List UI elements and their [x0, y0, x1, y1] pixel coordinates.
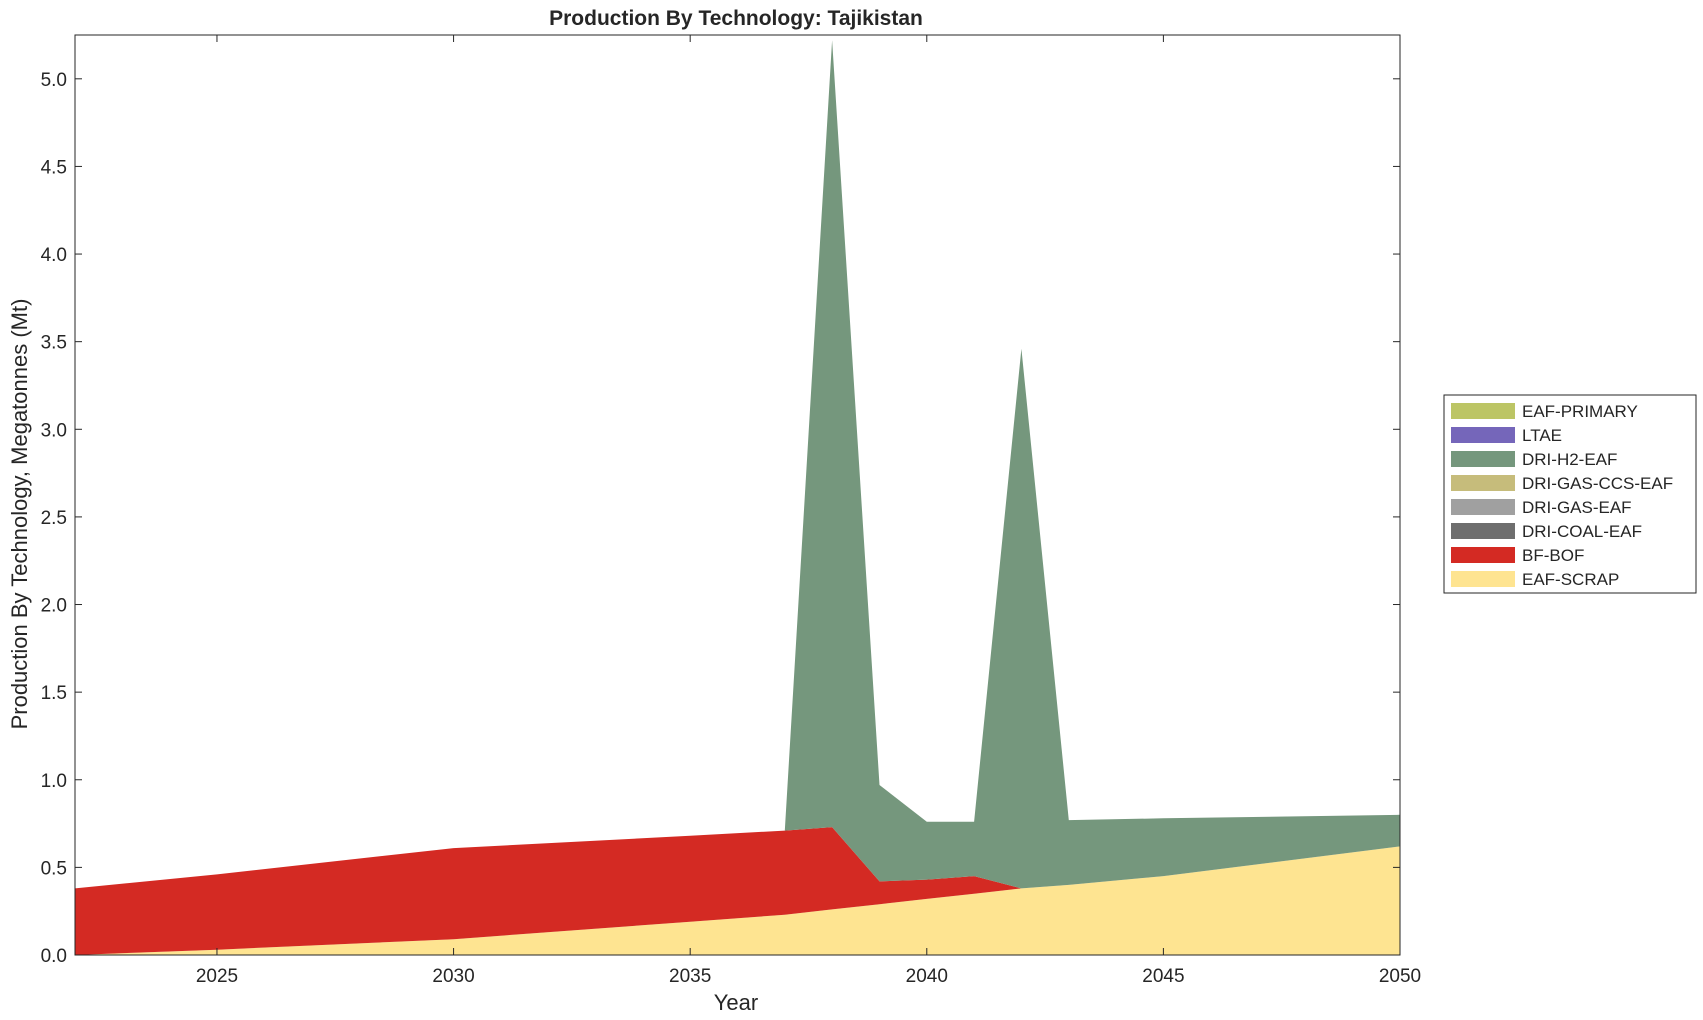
y-tick-label: 4.5	[41, 157, 67, 178]
y-tick-label: 2.0	[41, 596, 67, 617]
legend-swatch-eaf-scrap	[1451, 571, 1515, 587]
legend-swatch-eaf-primary	[1451, 403, 1515, 419]
y-tick-label: 5.0	[41, 70, 67, 91]
legend-items: EAF-PRIMARY LTAE DRI-H2-EAF DRI-GAS-CCS-EAF…	[1451, 402, 1673, 589]
legend-label-ltae: LTAE	[1522, 426, 1562, 445]
x-tick-label: 2045	[1142, 966, 1184, 987]
legend-swatch-dri-h2-eaf	[1451, 451, 1515, 467]
legend-label-dri-gas-eaf: DRI-GAS-EAF	[1522, 498, 1632, 517]
area-bf-bof	[75, 827, 1400, 955]
y-tick-label: 0.5	[41, 858, 67, 879]
y-axis-title: Production By Technology, Megatonnes (Mt…	[7, 299, 32, 730]
y-tick-label: 4.0	[41, 245, 67, 266]
ticks-layer: 2025 2030 2035 2040 2045 2050 0.0 0.5 1.0 1.5 2.0 2…	[41, 35, 1421, 987]
plot-frame	[74, 34, 1401, 956]
area-eaf-primary	[75, 40, 1400, 889]
legend-label-dri-gas-ccs-eaf: DRI-GAS-CCS-EAF	[1522, 474, 1673, 493]
y-tick-label: 3.0	[41, 420, 67, 441]
x-tick-label: 2050	[1379, 966, 1421, 987]
legend-label-dri-h2-eaf: DRI-H2-EAF	[1522, 450, 1617, 469]
chart-title: Production By Technology: Tajikistan	[549, 7, 923, 30]
legend-swatch-bf-bof	[1451, 547, 1515, 563]
y-tick-label: 1.5	[41, 683, 67, 704]
area-dri-h2-eaf	[75, 40, 1400, 889]
y-tick-label: 1.0	[41, 771, 67, 792]
legend-swatch-dri-gas-eaf	[1451, 499, 1515, 515]
legend-label-eaf-primary: EAF-PRIMARY	[1522, 402, 1638, 421]
legend-swatch-dri-coal-eaf	[1451, 523, 1515, 539]
legend-label-eaf-scrap: EAF-SCRAP	[1522, 570, 1619, 589]
legend-label-dri-coal-eaf: DRI-COAL-EAF	[1522, 522, 1642, 541]
area-ltae	[75, 40, 1400, 889]
legend-swatch-dri-gas-ccs-eaf	[1451, 475, 1515, 491]
areas-layer	[75, 40, 1400, 955]
x-axis-title: Year	[714, 990, 758, 1015]
x-tick-label: 2040	[906, 966, 948, 987]
legend: EAF-PRIMARY LTAE DRI-H2-EAF DRI-GAS-CCS-EAF…	[1443, 394, 1697, 594]
x-tick-label: 2030	[432, 966, 474, 987]
y-tick-label: 0.0	[41, 946, 67, 967]
y-tick-label: 2.5	[41, 508, 67, 529]
x-tick-label: 2025	[196, 966, 238, 987]
x-tick-label: 2035	[669, 966, 711, 987]
area-eaf-scrap	[75, 846, 1400, 955]
y-tick-label: 3.5	[41, 333, 67, 354]
legend-label-bf-bof: BF-BOF	[1522, 546, 1584, 565]
legend-swatch-ltae	[1451, 427, 1515, 443]
